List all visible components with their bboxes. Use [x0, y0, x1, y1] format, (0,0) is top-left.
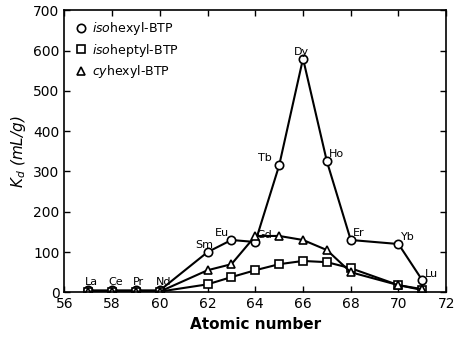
Text: Ce: Ce [108, 277, 123, 287]
Text: Gd: Gd [256, 230, 272, 240]
Legend: $\it{iso}$hexyl-BTP, $\it{iso}$heptyl-BTP, $\it{cy}$hexyl-BTP: $\it{iso}$hexyl-BTP, $\it{iso}$heptyl-BT… [71, 16, 182, 84]
Text: La: La [84, 277, 98, 287]
X-axis label: Atomic number: Atomic number [189, 317, 320, 332]
Text: Nd: Nd [156, 277, 171, 287]
Text: Tb: Tb [257, 153, 271, 164]
Y-axis label: $K_d$ (mL/g): $K_d$ (mL/g) [9, 115, 28, 188]
Text: Ho: Ho [329, 149, 344, 159]
Text: Dy: Dy [293, 47, 308, 56]
Text: Sm: Sm [195, 240, 213, 250]
Text: Er: Er [353, 228, 364, 238]
Text: Yb: Yb [400, 232, 414, 242]
Text: Eu: Eu [214, 228, 229, 238]
Text: Lu: Lu [424, 269, 437, 279]
Text: Pr: Pr [132, 277, 143, 287]
